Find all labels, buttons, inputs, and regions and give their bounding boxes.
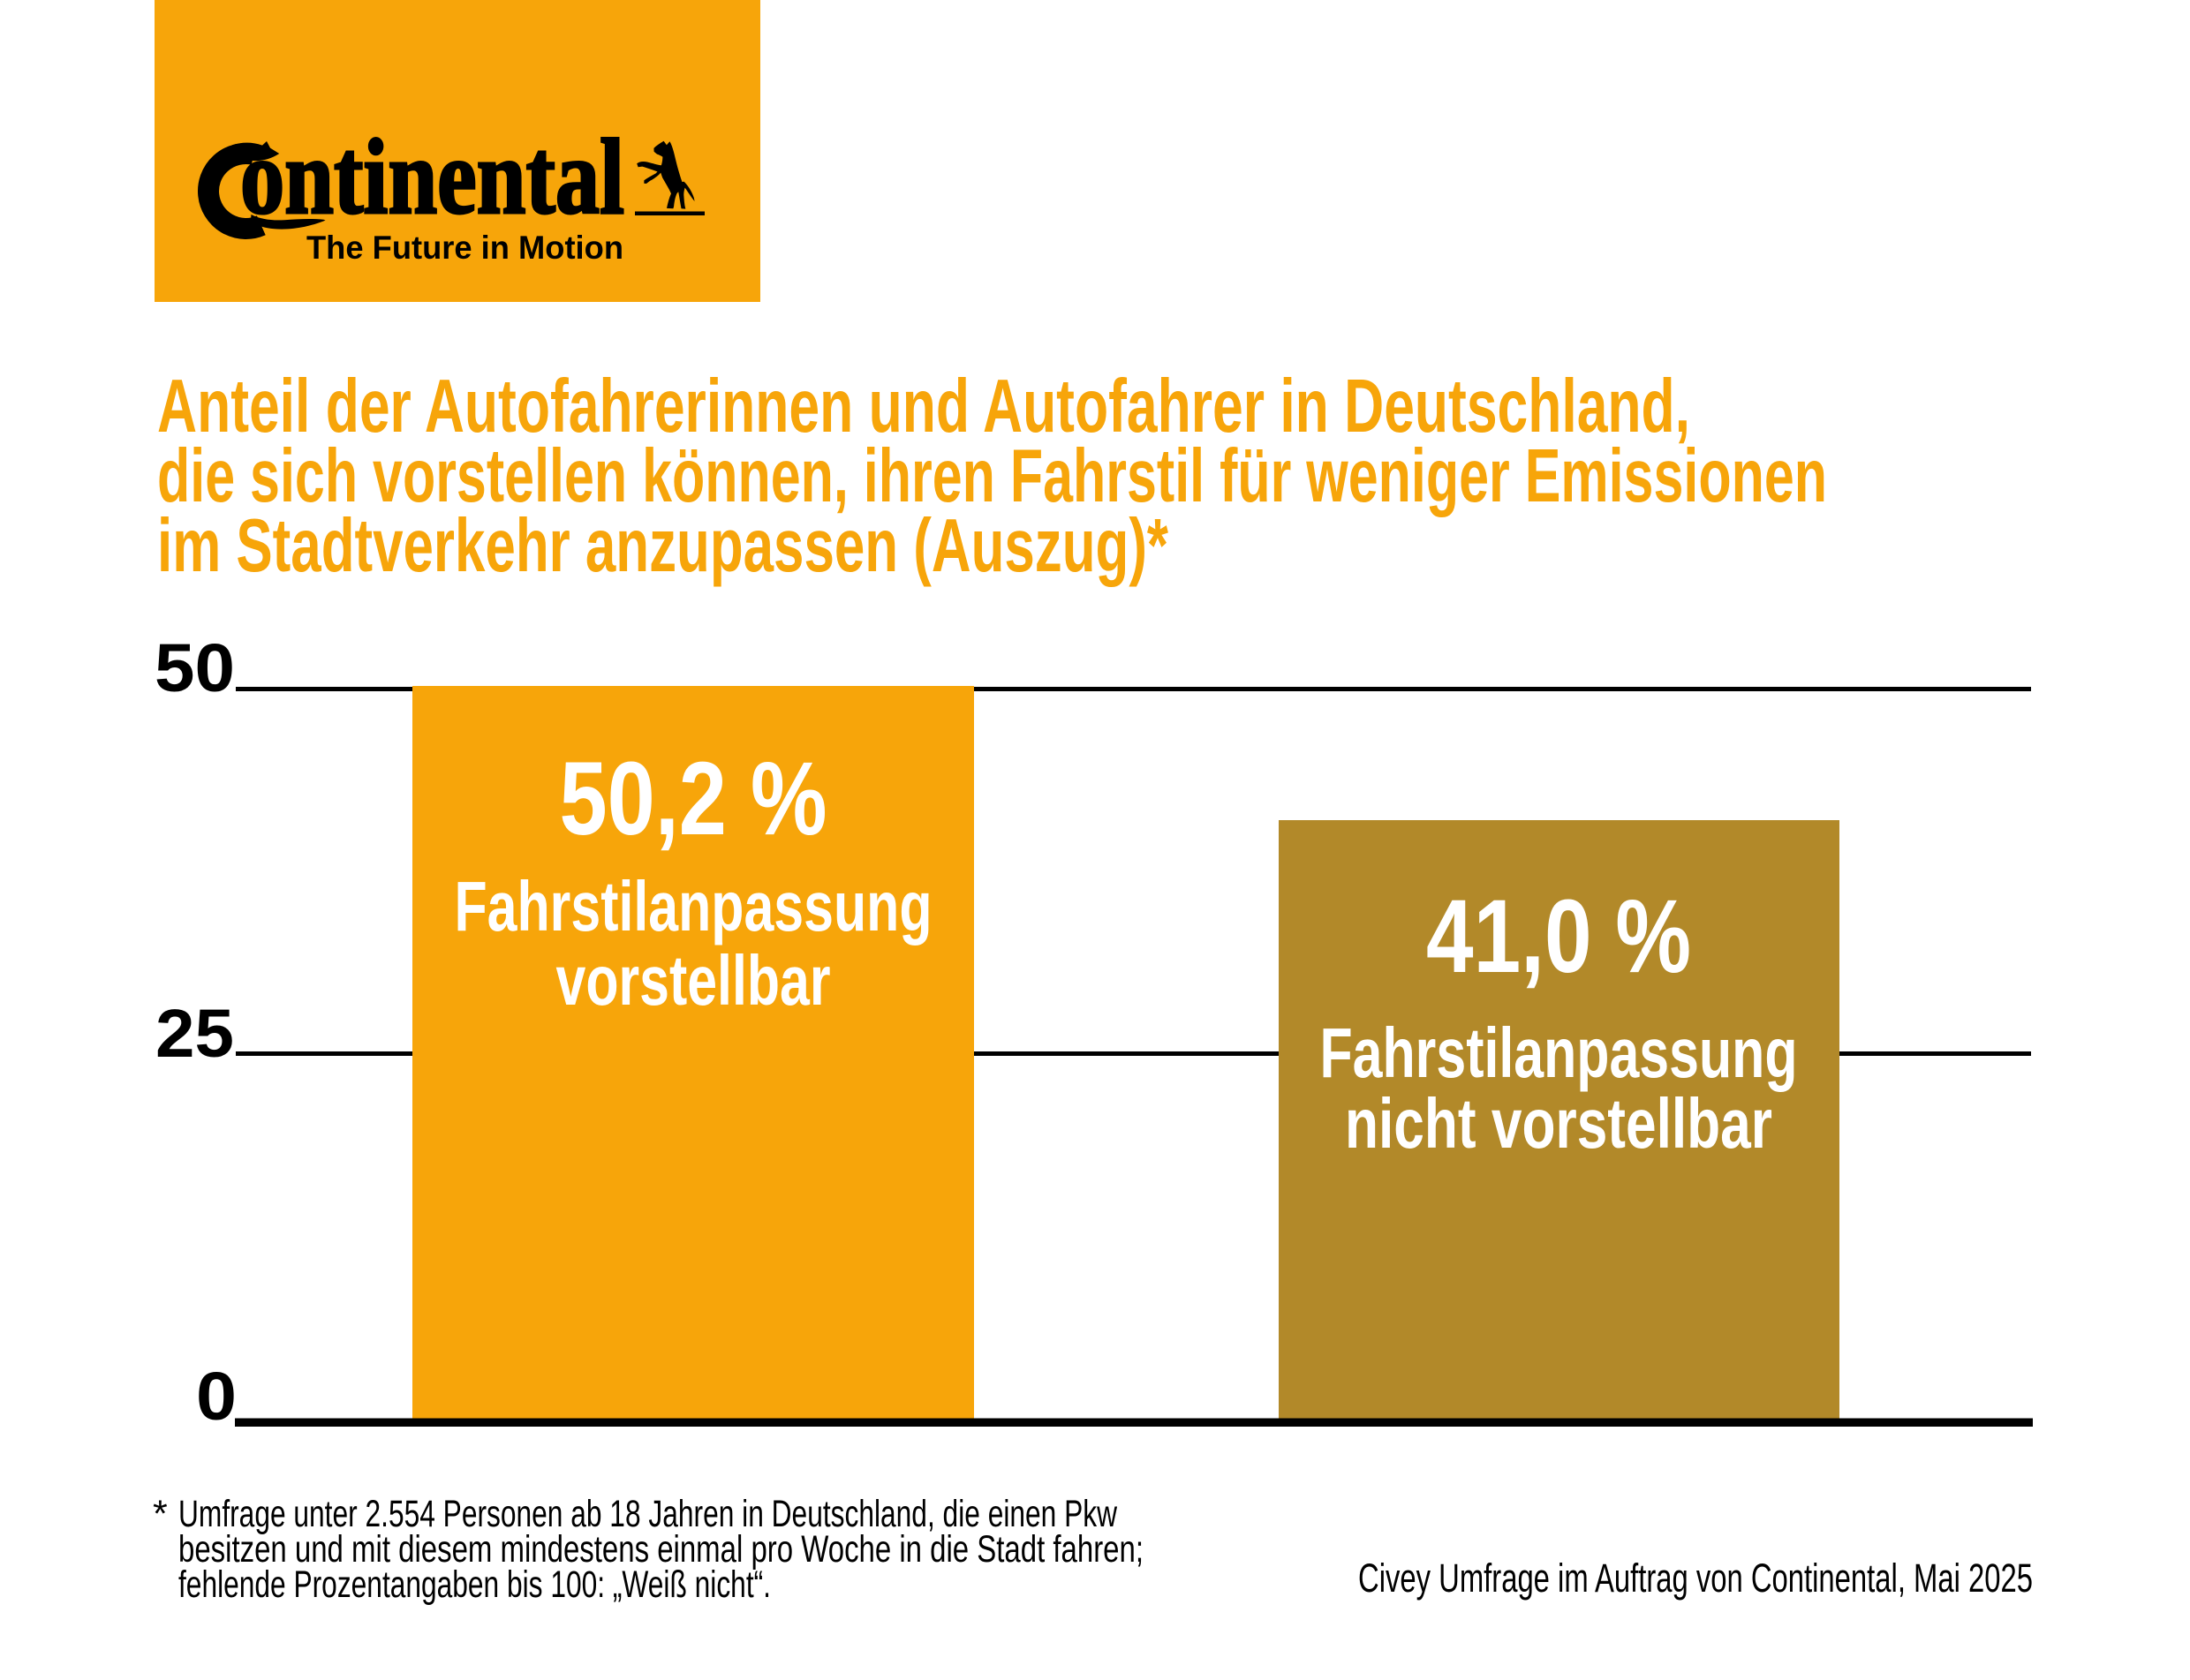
svg-text:41,0 %: 41,0 % <box>1426 878 1691 995</box>
svg-text:50,2 %: 50,2 % <box>560 741 827 857</box>
svg-text:die sich vorstellen können, ih: die sich vorstellen können, ihren Fahrst… <box>157 434 1827 518</box>
svg-text:25: 25 <box>155 996 234 1072</box>
svg-text:Anteil der Autofahrerinnen und: Anteil der Autofahrerinnen und Autofahre… <box>157 365 1690 448</box>
svg-text:fehlende Prozentangaben bis 10: fehlende Prozentangaben bis 100: „Weiß n… <box>178 1563 771 1606</box>
svg-text:vorstellbar: vorstellbar <box>556 941 831 1020</box>
svg-text:Fahrstilanpassung: Fahrstilanpassung <box>1320 1013 1798 1092</box>
svg-text:Civey Umfrage im Auftrag von C: Civey Umfrage im Auftrag von Continental… <box>1358 1556 2033 1601</box>
svg-text:im Stadtverkehr anzupassen (Au: im Stadtverkehr anzupassen (Auszug)* <box>157 504 1168 588</box>
svg-text:ontinental: ontinental <box>240 117 624 237</box>
svg-text:The Future in Motion: The Future in Motion <box>306 230 623 266</box>
svg-text:0: 0 <box>196 1359 237 1435</box>
svg-text:50: 50 <box>155 630 235 706</box>
svg-text:besitzen und mit diesem mindes: besitzen und mit diesem mindestens einma… <box>178 1528 1144 1571</box>
svg-text:Fahrstilanpassung: Fahrstilanpassung <box>455 867 933 945</box>
svg-text:Umfrage unter 2.554 Personen a: Umfrage unter 2.554 Personen ab 18 Jahre… <box>178 1493 1118 1535</box>
svg-text:nicht vorstellbar: nicht vorstellbar <box>1345 1084 1772 1163</box>
svg-text:*: * <box>153 1493 168 1535</box>
